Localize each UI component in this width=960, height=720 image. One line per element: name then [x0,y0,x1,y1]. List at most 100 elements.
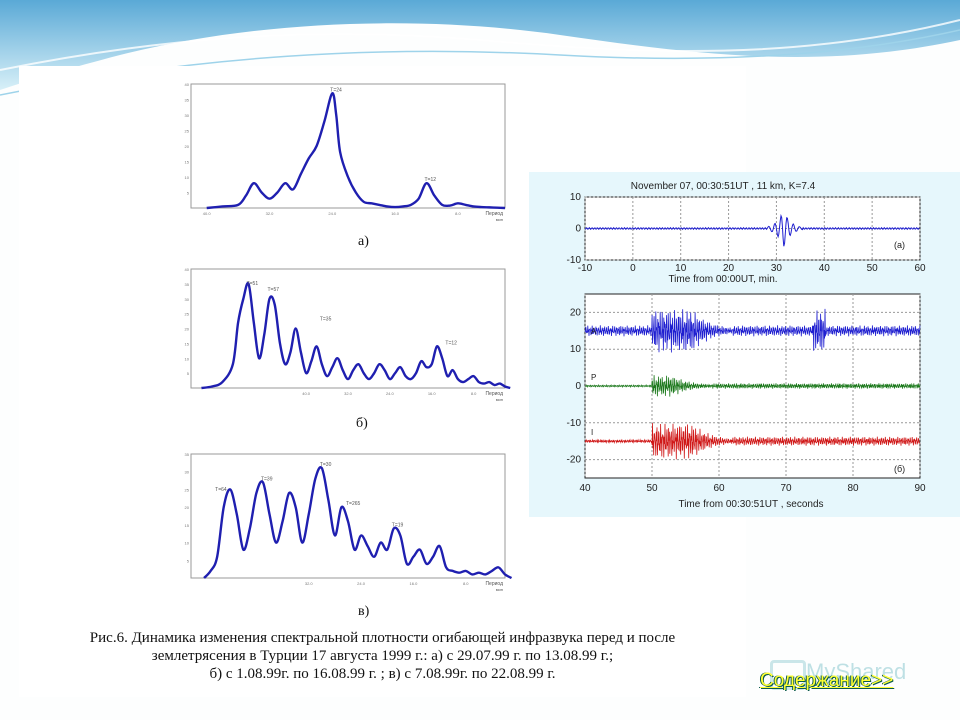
x-tick-label: 24.0 [328,211,337,216]
top-panel-tag: (а) [894,240,905,250]
chart-a-label: а) [358,234,369,249]
x-tick-label: 40.0 [203,211,212,216]
bottom-y-tick: 20 [570,307,582,318]
y-tick-label: 15 [185,341,190,346]
y-tick-label: 25 [185,487,190,492]
top-y-tick: 10 [570,192,582,203]
bottom-panel-tag: (б) [894,464,905,474]
y-tick-label: 15 [185,160,190,165]
x-tick-label: 24.0 [386,391,395,396]
x-tick-label: 16.0 [428,391,437,396]
y-tick-label: 5 [187,191,190,196]
peak-annotation: T=64 [215,487,227,493]
top-y-tick: -10 [567,255,582,266]
x-tick-label: 8.0 [455,211,461,216]
x-tick-label: 32.0 [266,211,275,216]
y-tick-label: 10 [185,356,190,361]
x-axis-label: Период [485,391,503,397]
plot-frame [190,83,506,209]
plot-frame [190,453,506,579]
x-axis-unit: мин [496,397,503,402]
bottom-x-tick: 90 [914,483,926,494]
trace-P [584,375,921,397]
x-axis-unit: мин [496,587,503,592]
spectrum-curve [203,466,513,580]
y-tick-label: 35 [185,98,190,103]
spectrum-curve [201,281,511,390]
top-x-tick: 50 [867,263,879,274]
x-tick-label: 16.0 [410,581,419,586]
y-tick-label: 25 [185,312,190,317]
spectrum-curve [206,92,506,210]
x-tick-label: 24.0 [357,581,366,586]
y-tick-label: 10 [185,541,190,546]
peak-annotation: T=19 [392,522,404,528]
top-x-tick: 20 [723,263,735,274]
x-axis-unit: мин [496,217,503,222]
trace-label-A: A [591,327,597,336]
peak-annotation: T=265 [346,501,361,507]
peak-annotation: T=57 [268,287,280,293]
caption-line-3: б) с 1.08.99г. по 16.08.99 г. ; в) с 7.0… [209,666,556,682]
top-y-tick: 0 [575,224,581,235]
plot-frame [190,268,506,389]
peak-annotation: T=35 [320,317,332,323]
watermark: MyShared [806,659,907,684]
y-tick-label: 35 [185,282,190,287]
y-tick-label: 15 [185,523,190,528]
trace-label-I: I [591,428,593,437]
y-tick-label: 5 [187,371,190,376]
x-axis-label: Период [485,581,503,587]
peak-annotation: T=39 [261,476,273,482]
y-tick-label: 10 [185,175,190,180]
peak-annotation: T=12 [425,177,437,183]
watermark-logo-icon [770,660,806,690]
caption-line-2: землетрясения в Турции 17 августа 1999 г… [151,648,614,664]
top-x-tick: -10 [578,263,593,274]
bottom-x-axis-label: Time from 00:30:51UT , seconds [678,499,823,510]
trace-label-P: P [591,373,596,382]
bottom-x-tick: 50 [646,483,658,494]
x-tick-label: 8.0 [471,391,477,396]
top-x-tick: 10 [675,263,687,274]
x-tick-label: 32.0 [305,581,314,586]
y-tick-label: 30 [185,113,190,118]
spectrum-chart-b: 40 35 30 25 20 15 10 5 40.0 32.0 24.0 16.0 8.0 Период… [185,267,511,402]
bottom-y-tick: 0 [575,381,581,392]
y-tick-label: 20 [185,144,190,149]
bottom-x-tick: 40 [579,483,591,494]
bottom-y-tick: 10 [570,344,582,355]
top-x-tick: 60 [914,263,926,274]
x-tick-label: 16.0 [391,211,400,216]
top-x-tick: 40 [819,263,831,274]
peak-annotation: T=12 [445,340,457,346]
trace-I [584,423,921,460]
peak-annotation: T=30 [320,462,332,468]
y-tick-label: 20 [185,505,190,510]
top-x-tick: 30 [771,263,783,274]
y-tick-label: 40 [185,82,190,87]
top-x-axis-label: Time from 00:00UT, min. [668,274,777,285]
bottom-x-tick: 70 [780,483,792,494]
y-tick-label: 5 [187,558,190,563]
bottom-x-tick: 60 [713,483,725,494]
peak-annotation: T=24 [330,87,342,93]
y-tick-label: 35 [185,452,190,457]
spectrum-chart-a: 40 35 30 25 20 15 10 5 40.0 32.0 24.0 16.0 8.0 Период… [185,82,506,222]
trace-A [584,308,921,353]
bottom-x-tick: 80 [847,483,859,494]
y-tick-label: 30 [185,297,190,302]
peak-annotation: T=51 [247,281,259,287]
top-seismogram-trace [584,213,920,247]
bottom-y-tick: -20 [567,455,582,466]
y-tick-label: 30 [185,470,190,475]
contents-link[interactable]: Содержание>> [760,670,894,691]
top-x-tick: 0 [630,263,636,274]
y-tick-label: 40 [185,267,190,272]
x-tick-label: 8.0 [463,581,469,586]
y-tick-label: 25 [185,129,190,134]
seismogram-figure: November 07, 00:30:51UT , 11 km, K=7.4 -1… [529,172,960,517]
seismogram-title: November 07, 00:30:51UT , 11 km, K=7.4 [631,181,816,192]
chart-b-label: б) [356,416,368,431]
